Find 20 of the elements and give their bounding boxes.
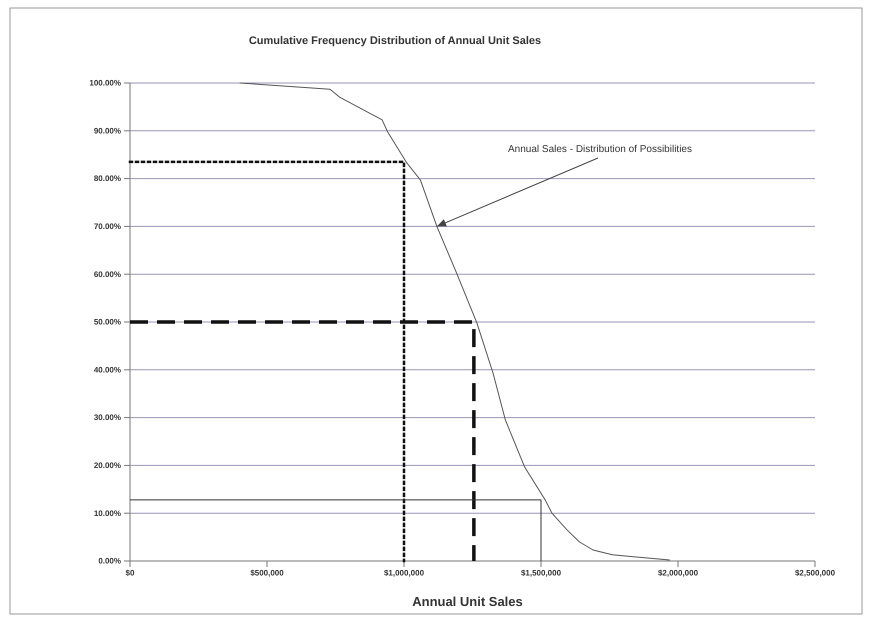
- y-tick-label: 60.00%: [94, 270, 121, 279]
- x-tick-label: $1,000,000: [384, 568, 425, 578]
- y-tick-label: 90.00%: [94, 126, 121, 136]
- y-tick-label: 50.00%: [94, 318, 121, 327]
- y-tick-label: 100.00%: [89, 78, 121, 88]
- y-tick-label: 30.00%: [94, 413, 121, 422]
- y-tick-label: 40.00%: [94, 365, 121, 374]
- y-tick-label: 0.00%: [98, 556, 121, 566]
- x-axis-title: Annual Unit Sales: [412, 594, 523, 609]
- x-tick-label: $2,500,000: [794, 568, 836, 578]
- x-tick-label: $2,000,000: [658, 568, 699, 578]
- y-tick-label: 80.00%: [94, 174, 121, 184]
- x-tick-label: $1,500,000: [520, 568, 562, 578]
- annotation: Annual Sales - Distribution of Possibilities: [508, 144, 692, 155]
- x-tick-label: $500,000: [250, 568, 284, 578]
- y-tick-label: 70.00%: [94, 222, 121, 231]
- y-tick-label: 20.00%: [94, 460, 121, 470]
- y-tick-label: 10.00%: [94, 508, 121, 518]
- chart-title: Cumulative Frequency Distribution of Annual Unit Sales: [248, 35, 542, 47]
- x-tick-label: $0: [126, 568, 135, 578]
